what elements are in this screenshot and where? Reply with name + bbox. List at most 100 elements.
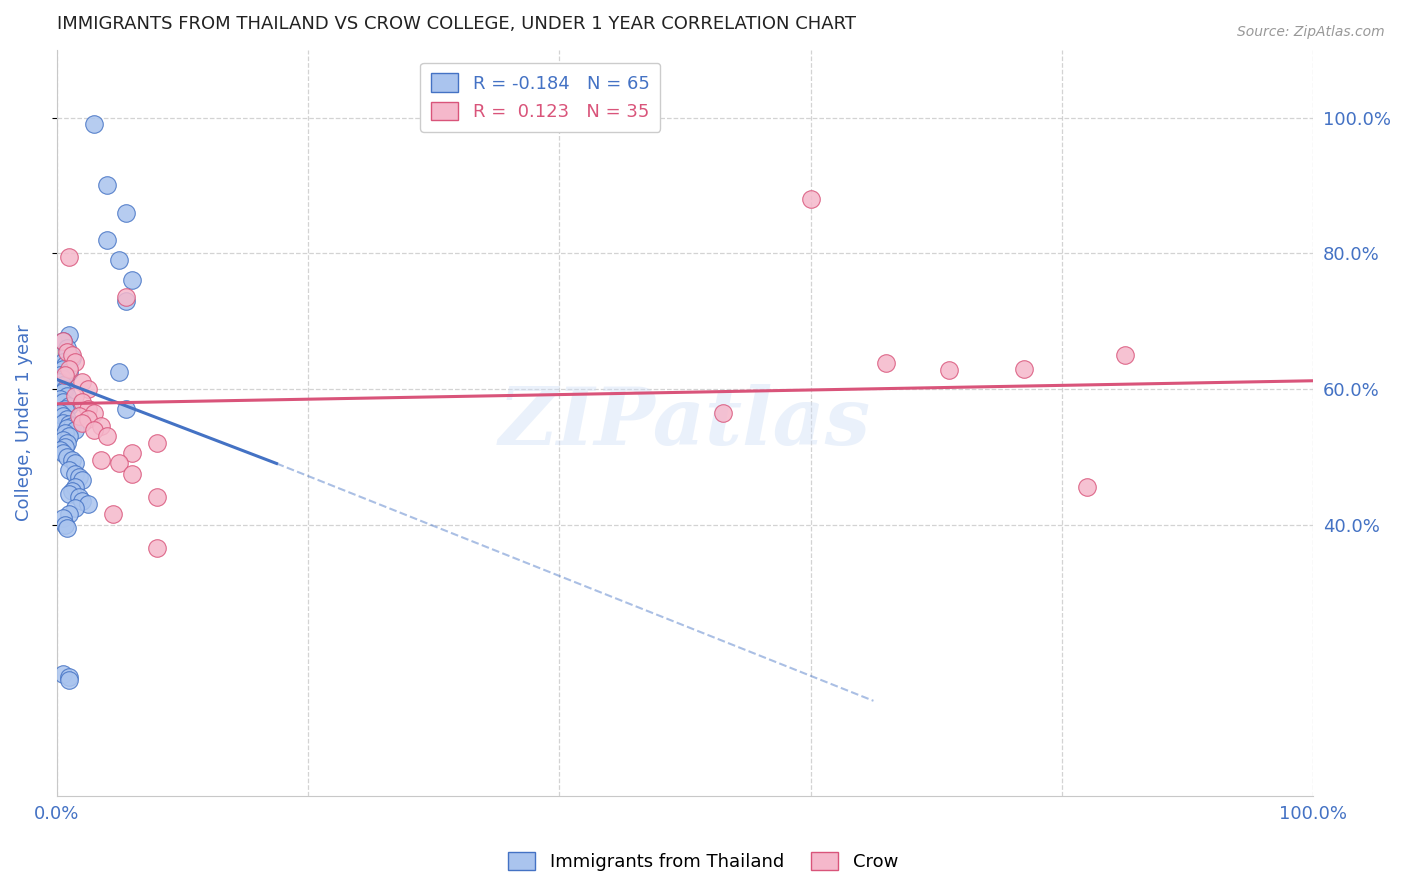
Point [65, 500, 87, 515]
Point [58, 429, 80, 443]
Point [58, 670, 80, 684]
Point [60, 419, 83, 434]
Point [52, 446, 75, 460]
Point [58, 250, 80, 264]
Point [49, 392, 72, 406]
Point [65, 389, 87, 403]
Point [52, 433, 75, 447]
Point [146, 436, 169, 450]
Point [83, 423, 105, 437]
Point [60, 351, 83, 366]
Point [70, 474, 93, 488]
Point [67, 409, 90, 423]
Point [67, 470, 90, 484]
Point [65, 480, 87, 494]
Point [52, 355, 75, 369]
Point [52, 395, 75, 409]
Point [49, 375, 72, 389]
Point [108, 457, 131, 471]
Point [90, 453, 112, 467]
Point [938, 363, 960, 377]
Point [52, 334, 75, 349]
Point [96, 178, 118, 193]
Point [70, 493, 93, 508]
Legend: Immigrants from Thailand, Crow: Immigrants from Thailand, Crow [501, 845, 905, 879]
Point [108, 253, 131, 268]
Point [55, 412, 77, 426]
Point [77, 497, 100, 511]
Point [114, 205, 136, 219]
Point [49, 406, 72, 420]
Point [114, 290, 136, 304]
Point [58, 508, 80, 522]
Point [77, 382, 100, 396]
Point [65, 423, 87, 437]
Point [52, 510, 75, 524]
Point [875, 356, 897, 370]
Point [55, 348, 77, 362]
Point [60, 483, 83, 498]
Point [58, 463, 80, 477]
Point [146, 491, 169, 505]
Point [800, 192, 823, 206]
Point [55, 517, 77, 532]
Point [55, 425, 77, 440]
Point [52, 666, 75, 681]
Point [52, 334, 75, 349]
Point [70, 416, 93, 430]
Point [1076, 480, 1098, 494]
Point [70, 375, 93, 389]
Point [55, 382, 77, 396]
Point [114, 402, 136, 417]
Point [1114, 348, 1136, 362]
Point [60, 453, 83, 467]
Point [58, 361, 80, 376]
Legend: R = -0.184   N = 65, R =  0.123   N = 35: R = -0.184 N = 65, R = 0.123 N = 35 [420, 62, 661, 132]
Point [60, 348, 83, 362]
Point [96, 429, 118, 443]
Point [90, 419, 112, 434]
Point [55, 389, 77, 403]
Point [96, 233, 118, 247]
Point [58, 365, 80, 379]
Point [55, 450, 77, 464]
Point [121, 467, 143, 481]
Point [67, 491, 90, 505]
Point [70, 395, 93, 409]
Point [77, 402, 100, 417]
Point [55, 402, 77, 417]
Point [55, 440, 77, 454]
Point [58, 487, 80, 501]
Point [101, 508, 124, 522]
Point [65, 467, 87, 481]
Text: ZIPatlas: ZIPatlas [499, 384, 870, 461]
Point [52, 416, 75, 430]
Point [55, 521, 77, 535]
Point [52, 361, 75, 376]
Point [55, 436, 77, 450]
Point [55, 421, 77, 435]
Point [108, 365, 131, 379]
Point [121, 273, 143, 287]
Point [83, 117, 105, 131]
Point [55, 358, 77, 372]
Point [114, 293, 136, 308]
Point [55, 341, 77, 355]
Point [52, 378, 75, 392]
Point [52, 385, 75, 400]
Point [83, 406, 105, 420]
Point [52, 409, 75, 423]
Point [49, 442, 72, 457]
Point [65, 355, 87, 369]
Point [121, 446, 143, 460]
Point [711, 406, 734, 420]
Point [58, 327, 80, 342]
Point [58, 673, 80, 688]
Point [58, 399, 80, 413]
Point [58, 417, 80, 432]
Text: Source: ZipAtlas.com: Source: ZipAtlas.com [1237, 25, 1385, 39]
Point [55, 368, 77, 383]
Point [77, 412, 100, 426]
Point [146, 541, 169, 556]
Point [52, 372, 75, 386]
